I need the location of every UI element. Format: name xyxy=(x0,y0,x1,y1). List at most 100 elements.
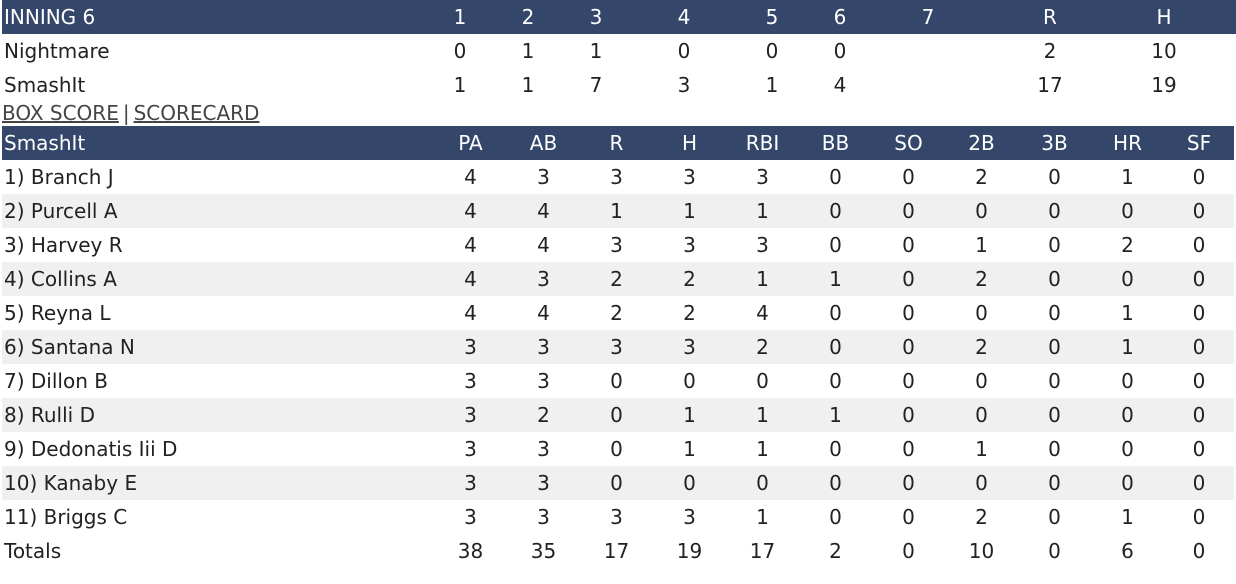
stat-cell: 0 xyxy=(1018,194,1091,228)
stat-cell: 3 xyxy=(464,369,477,393)
stat-cell: 1 xyxy=(726,398,799,432)
stat-cell: 0 xyxy=(902,505,915,529)
stat-cell: 0 xyxy=(829,505,842,529)
box-score-table: SmashIt PA AB R H RBI BB SO 2B 3B HR SF … xyxy=(2,126,1234,568)
inning-score: 0 xyxy=(677,39,691,63)
stat-cell: 19 xyxy=(676,539,703,563)
stat-cell: 4 xyxy=(464,301,477,325)
stat-cell: 0 xyxy=(902,165,915,189)
stat-cell: 1 xyxy=(799,398,872,432)
stat-cell: 2 xyxy=(610,301,623,325)
stat-cell: 1 xyxy=(726,262,799,296)
inning-score xyxy=(874,34,982,68)
stat-cell: 38 xyxy=(457,539,484,563)
stat-cell: 1 xyxy=(653,194,726,228)
stat-cell: 0 xyxy=(1121,437,1134,461)
stat-cell: 0 xyxy=(1192,369,1206,393)
stat-cell: 3 xyxy=(434,330,507,364)
inning-col-5: 5 xyxy=(738,0,806,34)
stat-cell: 0 xyxy=(1018,466,1091,500)
stat-cell: 3 xyxy=(610,505,623,529)
stat-cell: 2 xyxy=(683,301,696,325)
stat-cell: 10 xyxy=(968,539,995,563)
player-name: 5) Reyna L xyxy=(4,301,111,325)
inning-score: 3 xyxy=(677,73,691,97)
scorecard-link[interactable]: SCORECARD xyxy=(133,101,260,125)
inning-score: 1 xyxy=(453,73,467,97)
stat-cell: 2 xyxy=(1121,233,1134,257)
player-row: 3) Harvey R 4 4 3 3 3 0 0 1 0 2 0 xyxy=(2,228,1234,262)
stat-cell: 0 xyxy=(756,369,769,393)
stat-cell: 2 xyxy=(653,262,726,296)
stat-cell: 1 xyxy=(756,437,769,461)
player-name: 1) Branch J xyxy=(4,165,114,189)
stat-cell: 4 xyxy=(464,233,477,257)
col-ab: AB xyxy=(507,126,580,160)
stat-cell: 0 xyxy=(1164,330,1234,364)
totals-row: Totals 38 35 17 19 17 2 0 10 0 6 0 xyxy=(2,534,1234,568)
stat-cell: 0 xyxy=(1091,194,1164,228)
stat-cell: 3 xyxy=(507,262,580,296)
player-name: 3) Harvey R xyxy=(4,233,123,257)
stat-cell: 0 xyxy=(829,437,842,461)
stat-cell: 0 xyxy=(902,437,915,461)
stat-cell: 0 xyxy=(1192,539,1206,563)
stat-cell: 1 xyxy=(975,437,988,461)
col-rbi: RBI xyxy=(726,126,799,160)
col-2b: 2B xyxy=(945,126,1018,160)
stat-cell: 3 xyxy=(537,505,550,529)
stat-cell: 4 xyxy=(537,233,550,257)
player-row: 11) Briggs C 3 3 3 3 1 0 0 2 0 1 0 xyxy=(2,500,1234,534)
stat-cell: 2 xyxy=(829,539,842,563)
inning-score: 4 xyxy=(833,73,847,97)
stat-cell: 0 xyxy=(872,466,945,500)
stat-cell: 0 xyxy=(902,539,915,563)
col-pa: PA xyxy=(434,126,507,160)
player-name: 8) Rulli D xyxy=(2,398,434,432)
stat-cell: 0 xyxy=(1048,301,1061,325)
stat-cell: 2 xyxy=(726,330,799,364)
inning-col-4: 4 xyxy=(630,0,738,34)
stat-cell: 0 xyxy=(902,301,915,325)
player-name: 7) Dillon B xyxy=(4,369,108,393)
stat-cell: 1 xyxy=(975,233,988,257)
stat-cell: 0 xyxy=(872,262,945,296)
stat-cell: 35 xyxy=(530,539,557,563)
team-name: Nightmare xyxy=(4,39,110,63)
col-hr: HR xyxy=(1091,126,1164,160)
stat-cell: 0 xyxy=(829,301,842,325)
stat-cell: 0 xyxy=(975,301,988,325)
player-name: 6) Santana N xyxy=(2,330,434,364)
stat-cell: 3 xyxy=(507,466,580,500)
stat-cell: 3 xyxy=(580,330,653,364)
stat-cell: 2 xyxy=(580,262,653,296)
stat-cell: 0 xyxy=(1192,505,1206,529)
totals-label: Totals xyxy=(4,539,62,563)
stat-cell: 2 xyxy=(507,398,580,432)
stat-cell: 3 xyxy=(464,505,477,529)
stat-cell: 17 xyxy=(749,539,776,563)
link-separator: | xyxy=(122,101,130,125)
line-score-table: INNING 6 1 2 3 4 5 6 7 R H E Nightmare 0… xyxy=(2,0,1236,102)
stat-cell: 3 xyxy=(507,330,580,364)
stat-cell: 4 xyxy=(464,165,477,189)
stat-cell: 0 xyxy=(1048,369,1061,393)
stat-cell: 0 xyxy=(872,194,945,228)
stat-cell: 0 xyxy=(1164,262,1234,296)
stat-cell: 3 xyxy=(756,233,769,257)
col-h: H xyxy=(653,126,726,160)
stat-cell: 0 xyxy=(872,330,945,364)
col-so: SO xyxy=(872,126,945,160)
hits-total: 19 xyxy=(1151,73,1177,97)
stat-cell: 3 xyxy=(683,233,696,257)
stat-cell: 2 xyxy=(975,165,988,189)
view-links: BOX SCORE | SCORECARD xyxy=(2,101,259,125)
stat-cell: 0 xyxy=(1121,369,1134,393)
player-name: 4) Collins A xyxy=(2,262,434,296)
player-row: 7) Dillon B 3 3 0 0 0 0 0 0 0 0 0 xyxy=(2,364,1234,398)
box-score-link[interactable]: BOX SCORE xyxy=(2,101,119,125)
stat-cell: 3 xyxy=(653,330,726,364)
stat-cell: 2 xyxy=(945,262,1018,296)
